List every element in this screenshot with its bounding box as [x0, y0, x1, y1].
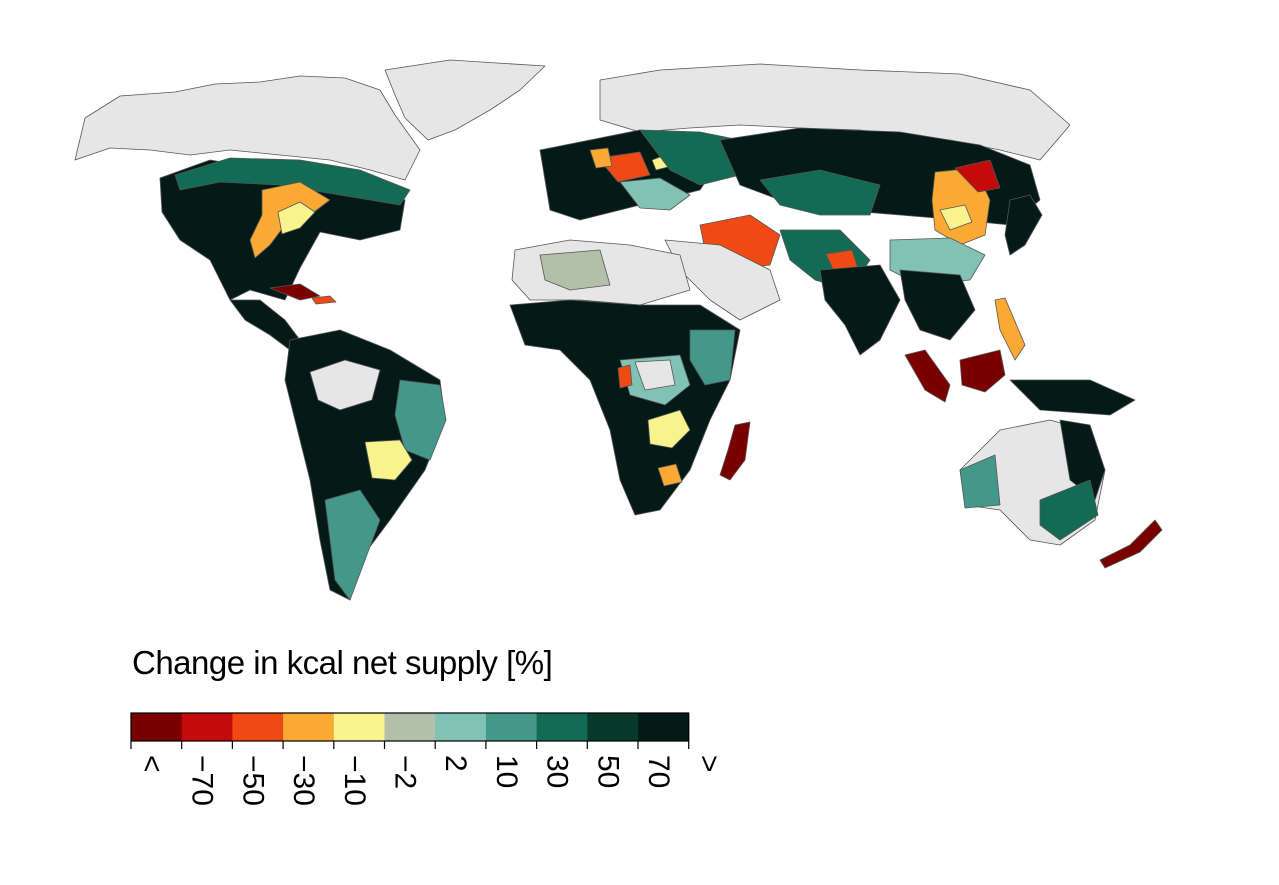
legend-label-5: −2: [389, 755, 422, 789]
legend-swatch-1: [181, 713, 233, 741]
legend-swatch-2: [232, 713, 284, 741]
us-midwest-region: [277, 201, 316, 235]
legend-swatch-0: [131, 713, 183, 741]
legend-label-8: 30: [541, 755, 574, 788]
legend-label-4: −10: [338, 755, 371, 806]
legend-label-10: 70: [642, 755, 675, 788]
legend-title: Change in kcal net supply [%]: [132, 644, 553, 681]
legend: < −70 −50 −30 −10 −2 2 10 30 50 70 >: [130, 712, 726, 806]
australia-east-region: [1059, 419, 1106, 501]
zambia-region: [647, 409, 691, 449]
legend-swatch-6: [435, 713, 487, 741]
legend-swatch-4: [333, 713, 385, 741]
southeast-europe-region: [619, 177, 691, 211]
hispaniola-region: [311, 295, 337, 305]
new-zealand-region: [1099, 519, 1163, 569]
manchuria-region: [954, 159, 1001, 193]
legend-label-0: <: [135, 755, 168, 773]
madagascar-region: [719, 421, 751, 481]
southeast-asia-region: [899, 269, 976, 341]
borneo-region: [959, 349, 1006, 393]
legend-swatch-3: [283, 713, 335, 741]
world-map: [74, 59, 1163, 601]
africa-region: [509, 299, 741, 516]
europe-orange-region: [589, 147, 613, 169]
legend-swatch-7: [485, 713, 538, 741]
legend-label-9: 50: [591, 755, 624, 788]
botswana-region: [657, 463, 683, 487]
legend-swatch-5: [384, 713, 436, 741]
kazakhstan-region: [759, 169, 881, 216]
sahel-region: [539, 249, 611, 291]
sumatra-region: [904, 349, 951, 403]
legend-swatch-9: [587, 713, 639, 741]
legend-label-11: >: [693, 755, 726, 773]
canada-south-region: [174, 157, 411, 206]
cuba-region: [269, 283, 321, 301]
argentina-region: [324, 489, 381, 601]
india-region: [819, 264, 901, 356]
legend-swatch-8: [536, 713, 588, 741]
legend-label-3: −30: [287, 755, 320, 806]
congo-region: [634, 359, 676, 391]
amazon-region: [309, 359, 381, 411]
indonesia-east-region: [1009, 379, 1136, 416]
north-china-region: [939, 204, 973, 231]
philippines-region: [994, 297, 1026, 361]
greenland-region: [384, 59, 546, 141]
australia-southeast-region: [1039, 479, 1099, 541]
arctic-canada-region: [74, 75, 421, 181]
legend-swatch-10: [638, 713, 690, 741]
legend-outline: [130, 712, 690, 742]
east-africa-region: [689, 329, 736, 386]
japan-region: [1004, 194, 1043, 256]
legend-label-1: −70: [186, 755, 219, 806]
europe-central-region: [597, 151, 651, 183]
australia-west-region: [959, 454, 1001, 509]
legend-label-6: 2: [439, 755, 472, 772]
brazil-center-region: [364, 439, 413, 481]
brazil-east-region: [394, 379, 447, 461]
west-africa-orange-region: [617, 364, 633, 389]
legend-label-2: −50: [236, 755, 269, 806]
legend-label-7: 10: [490, 755, 523, 788]
